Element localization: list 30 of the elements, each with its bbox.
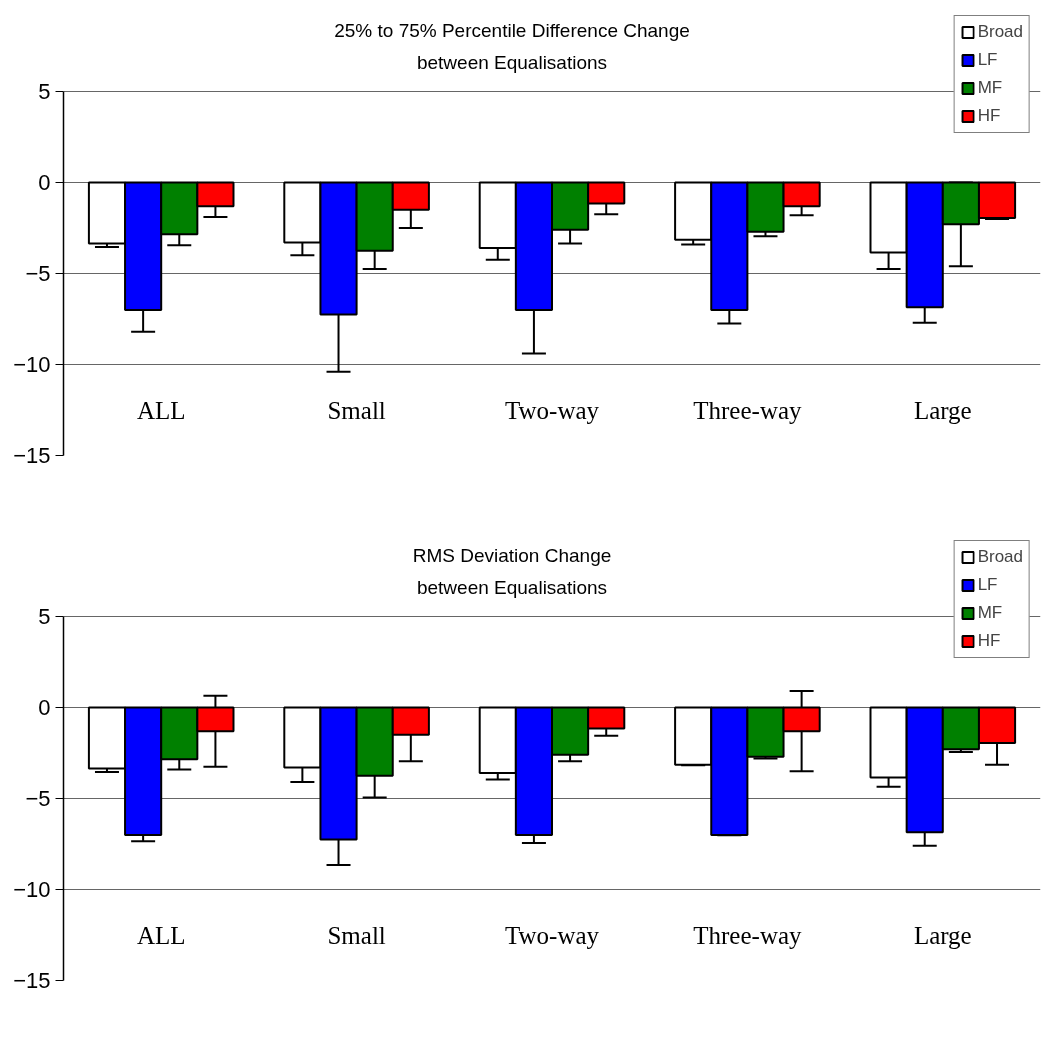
x-tick-label: Small — [327, 396, 386, 424]
legend-label: HF — [977, 631, 1001, 651]
legend-label: Broad — [977, 547, 1023, 567]
y-tick-label: 5 — [38, 604, 51, 629]
legend-label: MF — [977, 603, 1003, 623]
y-tick-label: −10 — [13, 877, 51, 902]
x-tick-label: ALL — [136, 921, 186, 949]
x-tick-label: Large — [913, 921, 972, 949]
y-tick-label: −15 — [13, 968, 51, 993]
x-tick-label: Large — [913, 396, 972, 424]
chart-title: 25% to 75% Percentile Difference Change between Equalisations — [334, 20, 690, 73]
y-tick-label: −10 — [13, 352, 51, 377]
x-tick-label: Three-way — [693, 921, 803, 949]
legend-label: LF — [977, 50, 998, 70]
legend-label: Broad — [977, 22, 1023, 42]
y-tick-label: −15 — [13, 443, 51, 468]
y-tick-label: 0 — [38, 695, 51, 720]
legend-label: MF — [977, 78, 1003, 98]
chart-title: RMS Deviation Change between Equalisations — [412, 545, 612, 598]
legend-label: LF — [977, 575, 998, 595]
legend-label: HF — [977, 106, 1001, 126]
x-tick-label: ALL — [136, 396, 186, 424]
x-tick-label: Three-way — [693, 396, 803, 424]
y-tick-label: −5 — [25, 786, 51, 811]
x-tick-label: Small — [327, 921, 386, 949]
x-tick-label: Two-way — [504, 396, 600, 424]
y-tick-label: −5 — [25, 261, 51, 286]
y-tick-label: 5 — [38, 79, 51, 104]
y-tick-label: 0 — [38, 170, 51, 195]
x-tick-label: Two-way — [504, 921, 600, 949]
